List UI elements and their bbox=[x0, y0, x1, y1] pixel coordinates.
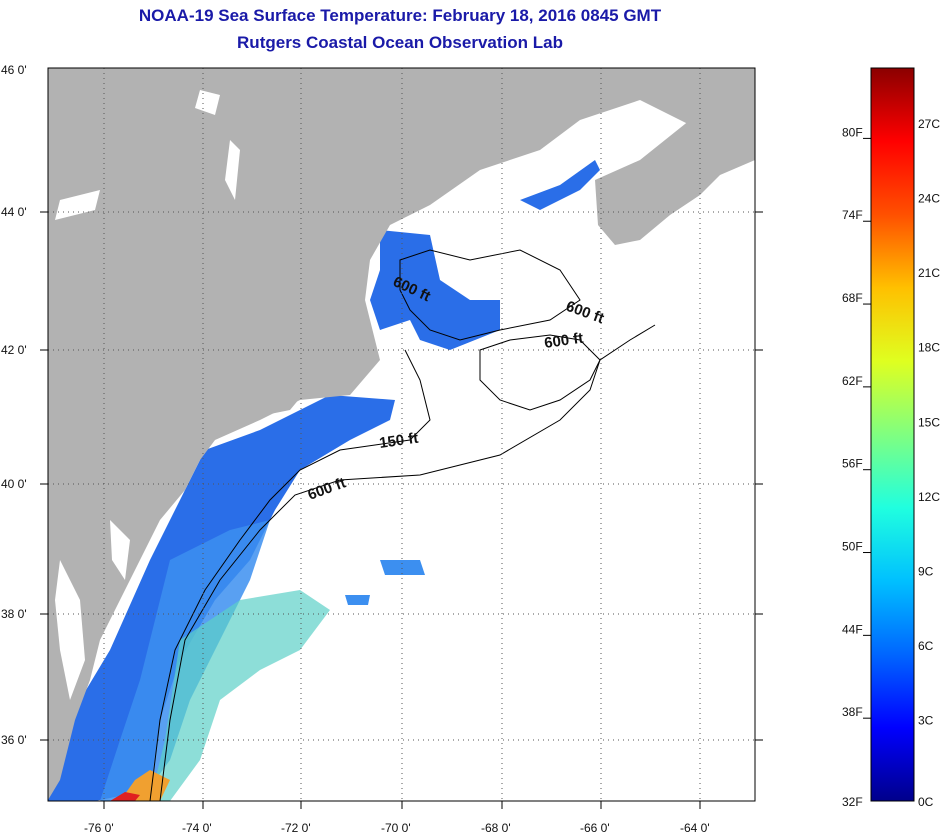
lat-label: 42 0' bbox=[1, 343, 27, 357]
land-nova-scotia bbox=[595, 110, 755, 245]
land-long-island bbox=[205, 398, 300, 430]
lat-label: 46 0' bbox=[1, 63, 27, 77]
sst-gulfstream-core bbox=[110, 792, 140, 801]
lon-label: -76 0' bbox=[84, 821, 114, 835]
sst-gulf-of-maine-water bbox=[370, 230, 500, 350]
lat-label: 40 0' bbox=[1, 477, 27, 491]
lon-label: -70 0' bbox=[381, 821, 411, 835]
lon-label: -72 0' bbox=[281, 821, 311, 835]
lat-label: 44 0' bbox=[1, 205, 27, 219]
contour-label: 150 ft bbox=[378, 430, 419, 452]
contour-150ft bbox=[149, 349, 431, 801]
map-title: NOAA-19 Sea Surface Temperature: Februar… bbox=[138, 6, 662, 25]
lon-label: -64 0' bbox=[680, 821, 710, 835]
sst-gulfstream-edge bbox=[120, 770, 170, 801]
land-lakes bbox=[55, 90, 240, 220]
map-subtitle: Rutgers Coastal Ocean Observation Lab bbox=[237, 33, 563, 52]
lon-label: -68 0' bbox=[481, 821, 511, 835]
contour-label: 600 ft bbox=[543, 330, 584, 352]
lat-label: 38 0' bbox=[1, 607, 27, 621]
contour-georges-bank bbox=[479, 334, 601, 411]
contour-gulf-of-maine bbox=[399, 249, 581, 341]
lon-label: -66 0' bbox=[580, 821, 610, 835]
land-north-america bbox=[48, 68, 755, 800]
lat-label: 36 0' bbox=[1, 733, 27, 747]
land-bays bbox=[55, 520, 130, 700]
sst-bay-of-fundy-water bbox=[520, 160, 600, 210]
graticule bbox=[48, 68, 755, 801]
bathymetry-contours bbox=[149, 249, 656, 801]
sst-scattered-offshore bbox=[345, 560, 425, 605]
contour-600ft-shelfbreak bbox=[159, 324, 656, 801]
sst-warm-streaks bbox=[150, 590, 330, 801]
lon-label: -74 0' bbox=[182, 821, 212, 835]
